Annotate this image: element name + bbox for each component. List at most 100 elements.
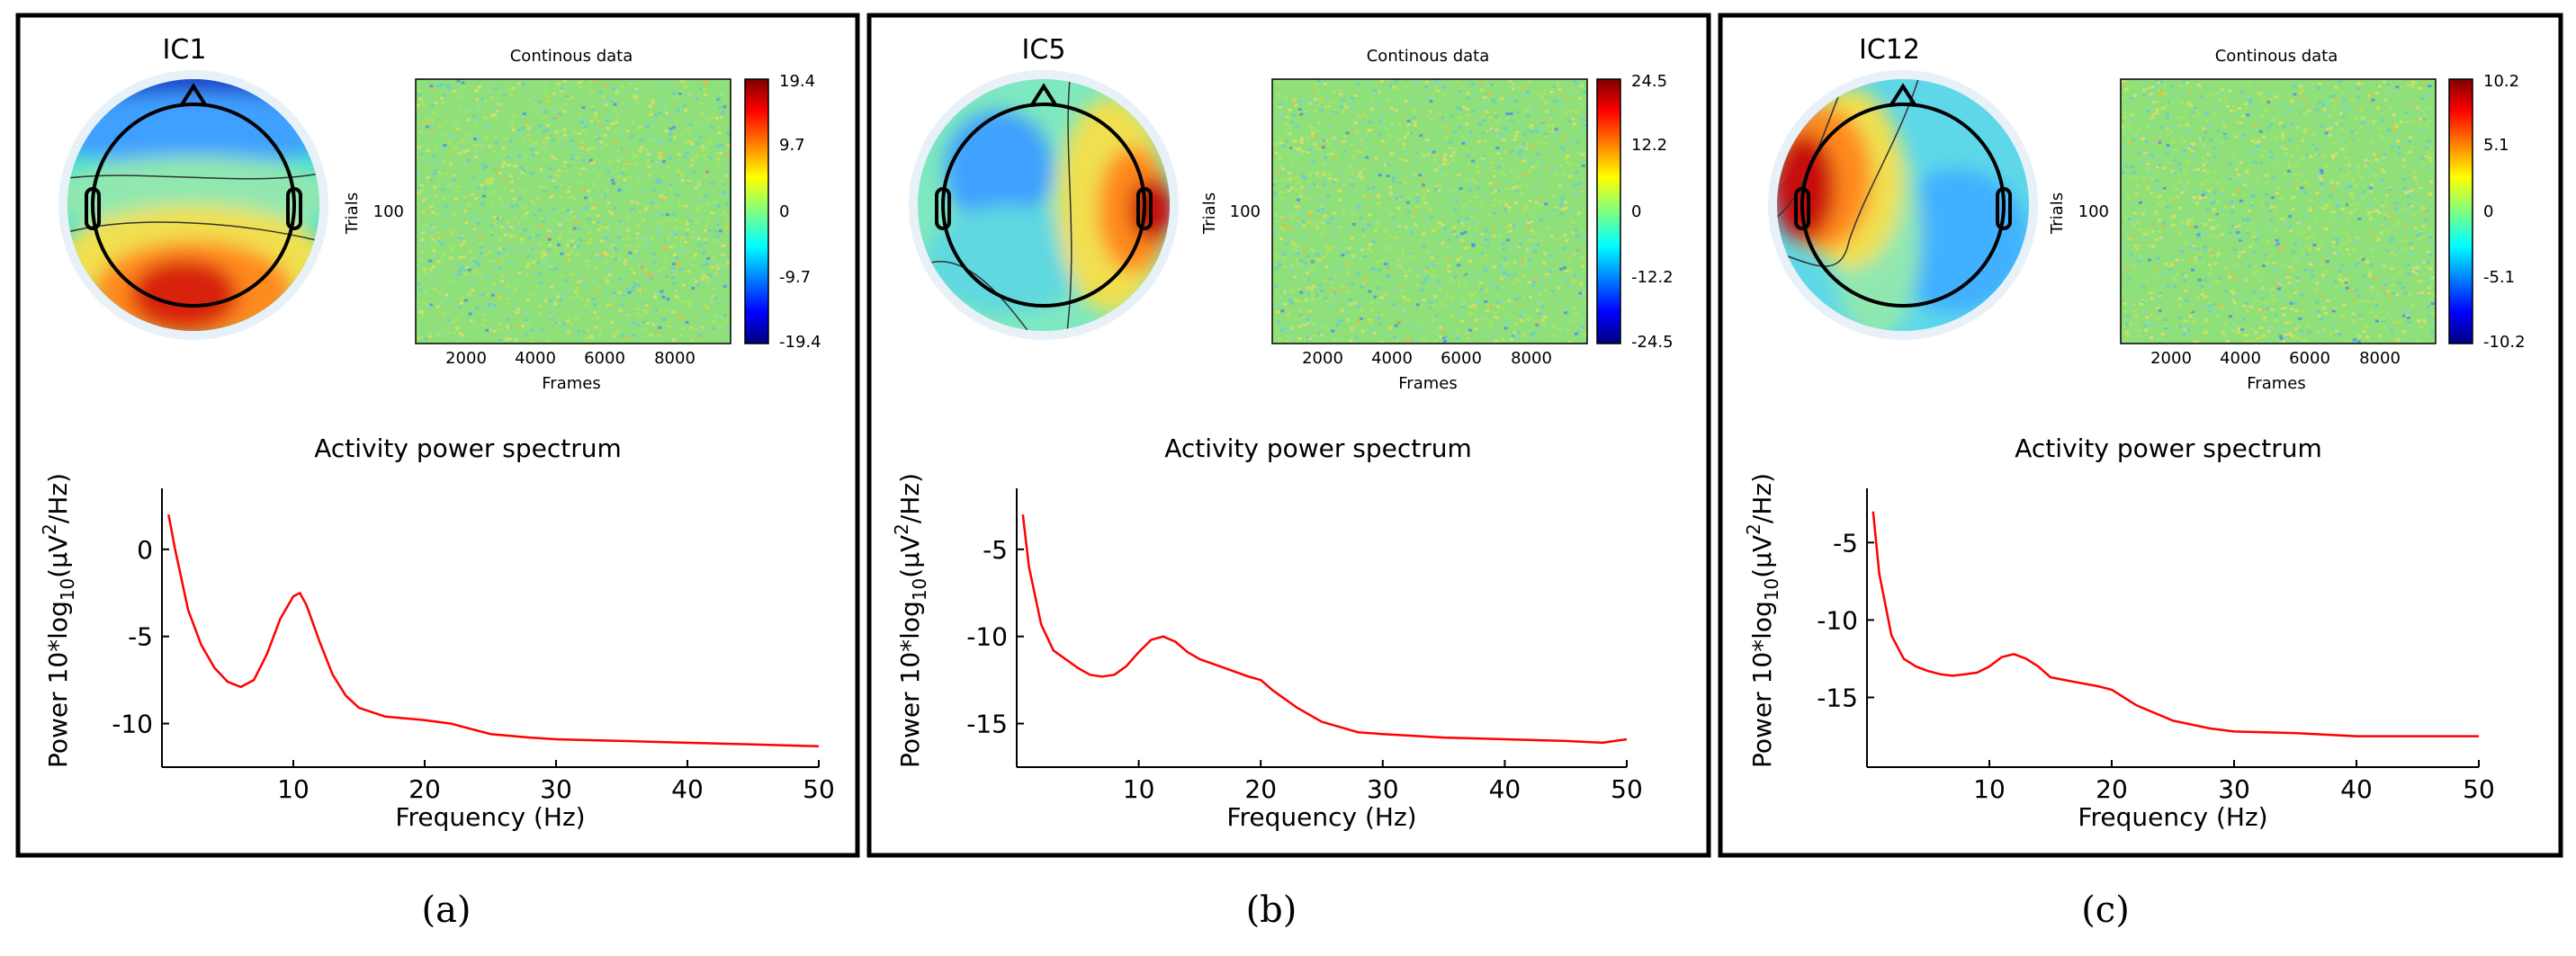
heatmap-cell	[1334, 156, 1339, 159]
heatmap-cell	[606, 243, 610, 246]
heatmap-cell	[435, 145, 439, 148]
heatmap-cell	[2329, 127, 2333, 130]
heatmap-cell	[2382, 325, 2386, 328]
heatmap-cell	[1575, 234, 1580, 237]
heatmap-cell	[1324, 299, 1329, 302]
heatmap-cell	[464, 273, 468, 276]
heatmap-cell	[1516, 111, 1521, 114]
heatmap-cell	[1306, 322, 1310, 326]
heatmap-cell	[2377, 85, 2382, 88]
heatmap-cell	[1400, 158, 1405, 162]
heatmap-cell	[2379, 264, 2383, 267]
heatmap-cell	[566, 97, 570, 101]
heatmap-cell	[2257, 140, 2261, 144]
heatmap-cell	[1528, 295, 1532, 299]
heatmap-cell	[2430, 302, 2435, 306]
heatmap-cell	[1553, 85, 1557, 88]
heatmap-cell	[429, 330, 434, 334]
heatmap-cell	[2244, 215, 2248, 219]
heatmap-cell	[2278, 281, 2283, 284]
heatmap-cell	[1429, 306, 1433, 309]
heatmap-cell	[2358, 192, 2363, 196]
heatmap-cell	[716, 223, 721, 226]
heatmap-cell	[2352, 340, 2356, 344]
x-tick-label: 10	[1123, 774, 1155, 804]
heatmap-cell	[2268, 322, 2273, 326]
heatmap-cell	[443, 133, 447, 137]
heatmap-cell	[1313, 97, 1317, 101]
colorbar-tick: 5.1	[2483, 136, 2509, 155]
heatmap-cell	[2193, 169, 2197, 173]
heatmap-cell	[2246, 309, 2249, 313]
spectrum-title: Activity power spectrum	[2015, 433, 2322, 463]
heatmap-cell	[1493, 326, 1496, 330]
heatmap-cell	[497, 327, 501, 331]
heatmap-cell	[2169, 84, 2174, 87]
heatmap-cell	[1496, 300, 1501, 304]
heatmap-cell	[1288, 310, 1292, 314]
heatmap-cell	[672, 281, 676, 285]
heatmap-cell	[1315, 224, 1319, 228]
heatmap-cell	[1379, 112, 1384, 116]
heatmap-cell	[596, 317, 600, 320]
heatmap-cell	[2327, 204, 2331, 208]
heatmap-cell	[603, 251, 607, 255]
heatmap-cell	[1425, 138, 1430, 141]
heatmap-cell	[1409, 231, 1414, 235]
heatmap-cell	[2320, 178, 2324, 181]
heatmap-cell	[2386, 312, 2391, 316]
heatmap-cell	[554, 130, 559, 134]
heatmap-cell	[1329, 306, 1333, 309]
heatmap-cell	[1298, 237, 1303, 240]
heatmap-cell	[695, 183, 698, 186]
heatmap-cell	[1428, 207, 1432, 210]
heatmap-ytick: 100	[1230, 202, 1261, 221]
heatmap-cell	[662, 196, 667, 200]
heatmap-cell	[1548, 291, 1552, 295]
heatmap-cell	[1297, 287, 1301, 290]
heatmap-cell	[2151, 112, 2156, 116]
heatmap-cell	[1296, 147, 1300, 151]
heatmap-cell	[659, 308, 663, 312]
heatmap-cell	[2266, 326, 2270, 329]
heatmap-cell	[1527, 281, 1531, 284]
heatmap-cell	[605, 278, 608, 281]
heatmap-cell	[542, 130, 546, 133]
heatmap-cell	[2153, 266, 2158, 270]
heatmap-cell	[2180, 116, 2185, 120]
heatmap-cell	[2185, 129, 2189, 132]
heatmap-cell	[504, 205, 508, 209]
heatmap-cell	[704, 82, 708, 85]
heatmap-cell	[1304, 278, 1308, 281]
heatmap-cell	[656, 234, 660, 237]
heatmap-cell	[1367, 223, 1371, 227]
heatmap-cell	[1442, 231, 1447, 235]
heatmap-cell	[2191, 320, 2195, 324]
heatmap-cell	[1578, 237, 1583, 241]
colorbar-tick: -24.5	[1631, 333, 1674, 352]
heatmap-cell	[2221, 121, 2225, 124]
heatmap-cell	[1370, 308, 1375, 312]
heatmap-cell	[1316, 104, 1321, 108]
heatmap-cell	[1573, 122, 1577, 126]
heatmap-cell	[1294, 188, 1298, 192]
heatmap-cell	[1533, 188, 1537, 192]
heatmap-cell	[2208, 283, 2212, 287]
heatmap-cell	[2157, 138, 2161, 142]
heatmap-cell	[726, 214, 731, 218]
heatmap-cell	[1295, 226, 1299, 228]
heatmap-cell	[594, 326, 598, 329]
heatmap-cell	[2222, 97, 2227, 101]
heatmap-cell	[2392, 126, 2395, 130]
heatmap-cell	[2393, 122, 2398, 126]
heatmap-cell	[2408, 186, 2411, 190]
heatmap-cell	[2156, 81, 2160, 85]
heatmap-cell	[1404, 152, 1408, 156]
heatmap-cell	[2349, 287, 2354, 290]
heatmap-cell	[2428, 236, 2433, 239]
heatmap-cell	[492, 282, 497, 286]
heatmap-cell	[1504, 188, 1508, 192]
heatmap-cell	[1467, 226, 1471, 229]
heatmap-cell	[2294, 186, 2299, 190]
panel-label: (c)	[2081, 889, 2130, 931]
